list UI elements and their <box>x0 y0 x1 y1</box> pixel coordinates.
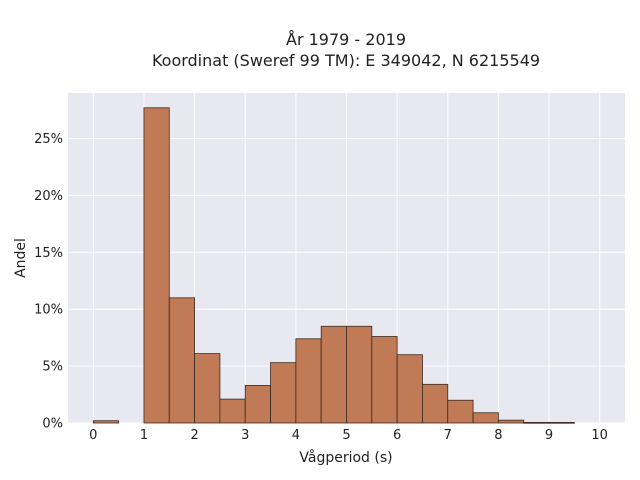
x-tick-label: 5 <box>342 428 350 443</box>
y-tick-label: 15% <box>34 246 63 261</box>
x-axis-label: Vågperiod (s) <box>299 449 392 466</box>
y-tick-label: 20% <box>34 189 63 204</box>
x-axis-ticks: 0 1 2 3 4 5 6 7 8 9 10 <box>89 428 608 443</box>
histogram-bar <box>472 412 499 424</box>
histogram-bar <box>447 399 474 424</box>
x-tick-label: 10 <box>591 428 608 443</box>
histogram-bar <box>548 422 575 424</box>
histogram-bar <box>523 422 550 424</box>
x-tick-label: 1 <box>140 428 148 443</box>
x-tick-label: 3 <box>241 428 249 443</box>
histogram-bar <box>270 362 297 424</box>
chart-title: År 1979 - 2019 <box>286 30 406 49</box>
histogram-bar <box>244 385 271 424</box>
y-tick-label: 0% <box>42 417 63 432</box>
x-tick-label: 8 <box>494 428 502 443</box>
histogram-bar <box>219 398 246 424</box>
y-tick-label: 5% <box>42 360 63 375</box>
x-tick-label: 0 <box>89 428 97 443</box>
histogram-bar <box>194 353 221 424</box>
chart-subtitle: Koordinat (Sweref 99 TM): E 349042, N 62… <box>152 51 540 70</box>
x-tick-label: 2 <box>190 428 198 443</box>
histogram-bar <box>346 325 373 424</box>
y-axis-ticks: 0% 5% 10% 15% 20% 25% <box>34 132 63 431</box>
y-tick-label: 10% <box>34 303 63 318</box>
y-axis-label: Andel <box>13 238 29 278</box>
bars <box>92 107 575 424</box>
histogram-bar <box>168 297 195 424</box>
histogram-bar <box>371 336 398 424</box>
histogram-bar <box>396 354 423 424</box>
x-tick-label: 4 <box>292 428 300 443</box>
histogram-bar <box>320 325 347 424</box>
histogram-bar <box>92 420 120 424</box>
histogram-bar <box>295 338 322 424</box>
histogram-bar <box>498 419 525 424</box>
x-tick-label: 9 <box>545 428 553 443</box>
x-tick-label: 7 <box>444 428 452 443</box>
histogram-bar <box>422 383 449 424</box>
y-tick-label: 25% <box>34 132 63 147</box>
x-tick-label: 6 <box>393 428 401 443</box>
histogram-bar <box>143 107 170 424</box>
